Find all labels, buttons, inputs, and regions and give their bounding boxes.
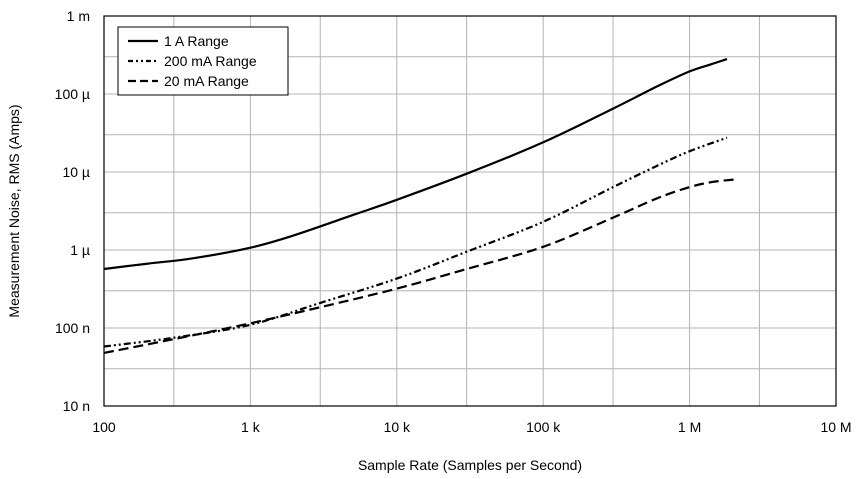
legend: 1 A Range 200 mA Range 20 mA Range — [117, 26, 289, 96]
y-axis-ticks: 10 n 100 n 1 µ 10 µ 100 µ 1 m — [55, 8, 90, 414]
x-tick-label: 10 k — [384, 419, 411, 435]
y-tick-label: 10 µ — [62, 164, 90, 180]
legend-label: 200 mA Range — [164, 53, 257, 69]
plot-frame — [103, 15, 837, 407]
legend-label: 1 A Range — [164, 33, 229, 49]
x-tick-label: 100 k — [526, 419, 561, 435]
x-tick-label: 100 — [92, 419, 116, 435]
x-tick-label: 10 M — [820, 419, 851, 435]
series-lines — [103, 58, 734, 354]
y-tick-label: 100 n — [55, 320, 90, 336]
y-tick-label: 1 µ — [70, 242, 90, 258]
series-line-1 — [103, 136, 728, 348]
y-tick-label: 10 n — [63, 398, 90, 414]
x-tick-label: 1 k — [241, 419, 261, 435]
y-axis-label: Measurement Noise, RMS (Amps) — [6, 104, 22, 317]
legend-label: 20 mA Range — [164, 73, 249, 89]
x-axis-label: Sample Rate (Samples per Second) — [358, 457, 582, 473]
x-axis-ticks: 100 1 k 10 k 100 k 1 M 10 M — [92, 419, 851, 435]
y-tick-label: 100 µ — [55, 86, 90, 102]
y-tick-label: 1 m — [67, 8, 90, 24]
series-line-0 — [103, 58, 728, 271]
x-tick-label: 1 M — [678, 419, 701, 435]
series-line-2 — [103, 178, 734, 354]
